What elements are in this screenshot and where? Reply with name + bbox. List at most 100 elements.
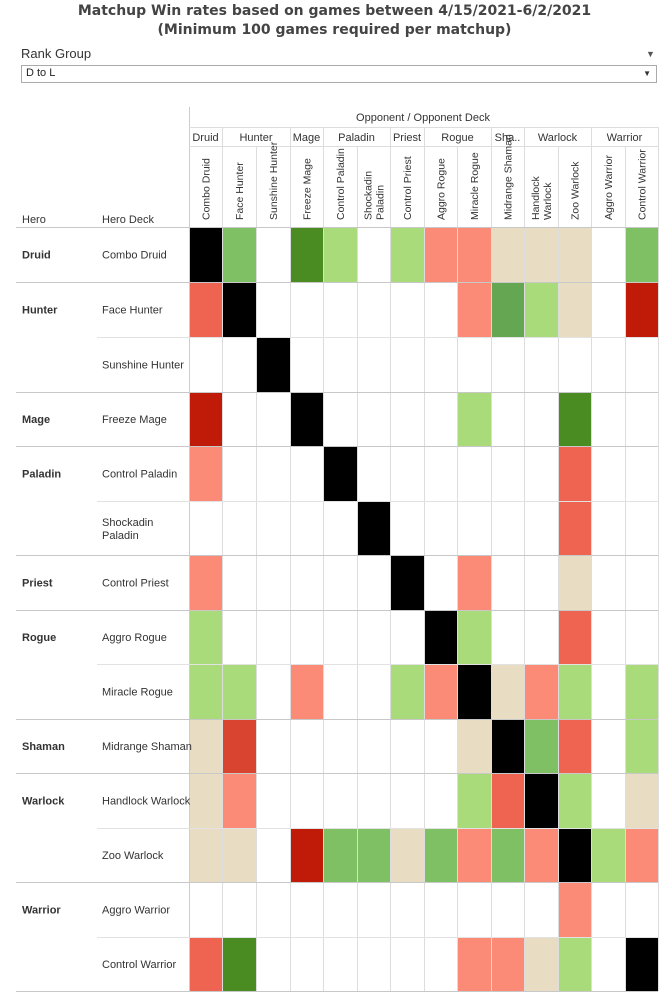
heatmap-cell [524, 828, 558, 882]
heatmap-cell [558, 282, 591, 337]
row-hero-label: Rogue [22, 632, 56, 644]
heatmap-cell [390, 664, 424, 719]
heatmap-cell [256, 337, 290, 392]
row-deck-label: Freeze Mage [102, 414, 167, 426]
row-deck-label: Control Priest [102, 578, 169, 590]
heatmap-cell [290, 664, 323, 719]
heatmap-cell [625, 937, 658, 991]
column-deck-label: Freeze Mage [302, 158, 314, 220]
heatmap-cell [424, 664, 457, 719]
row-hero-label: Warrior [22, 905, 61, 917]
rank-group-select[interactable]: D to L ▼ [21, 65, 657, 83]
heatmap-cell [457, 282, 491, 337]
heatmap-cell [189, 227, 222, 282]
row-deck-label: Handlock Warlock [102, 796, 191, 808]
row-hero-label: Hunter [22, 305, 58, 317]
row-deck-label: Midrange Shaman [102, 741, 192, 753]
heatmap-cell [491, 828, 524, 882]
heatmap-cell [424, 610, 457, 664]
row-deck-label: Miracle Rogue [102, 687, 173, 699]
row-deck-label: Paladin [102, 530, 139, 542]
row-hero-label: Druid [22, 250, 51, 262]
column-group-label: Druid [192, 132, 218, 144]
heatmap-cell [558, 227, 591, 282]
heatmap-cell [524, 773, 558, 828]
row-deck-label: Control Warrior [102, 959, 176, 971]
heatmap-cell [390, 828, 424, 882]
heatmap-cell [457, 227, 491, 282]
heatmap-cell [625, 282, 658, 337]
column-deck-label: Handlock [530, 175, 542, 220]
heatmap-cell [457, 773, 491, 828]
column-deck-label: Warlock [542, 182, 554, 220]
heatmap-cell [189, 555, 222, 610]
heatmap-cell [591, 828, 625, 882]
heatmap-cell [189, 392, 222, 446]
heatmap-cell [457, 392, 491, 446]
row-deck-label: Aggro Warrior [102, 905, 170, 917]
heatmap-cell [524, 719, 558, 773]
heatmap-cell [491, 937, 524, 991]
heatmap-cell [290, 392, 323, 446]
row-header-hero: Hero [22, 214, 46, 226]
row-hero-label: Paladin [22, 469, 61, 481]
heatmap-cell [424, 227, 457, 282]
column-group-label: Hunter [239, 132, 272, 144]
heatmap-cell [558, 555, 591, 610]
column-group-label: Warrior [607, 132, 643, 144]
heatmap-cell [457, 555, 491, 610]
heatmap-cell [558, 773, 591, 828]
column-deck-label: Midrange Shaman [503, 134, 515, 220]
heatmap-cell [457, 937, 491, 991]
column-deck-label: Combo Druid [201, 158, 213, 220]
heatmap-cell [390, 555, 424, 610]
heatmap-cell [189, 610, 222, 664]
column-deck-label: Paladin [375, 185, 387, 220]
heatmap-cell [491, 227, 524, 282]
heatmap-cell [222, 937, 256, 991]
row-hero-label: Warlock [22, 796, 65, 808]
heatmap-cell [189, 446, 222, 501]
heatmap-cell [524, 664, 558, 719]
heatmap-cell [558, 828, 591, 882]
row-deck-label: Zoo Warlock [102, 850, 164, 862]
heatmap-cell [457, 610, 491, 664]
heatmap-cell [491, 719, 524, 773]
column-deck-label: Sunshine Hunter [268, 141, 280, 220]
heatmap-cell [357, 828, 390, 882]
row-hero-label: Shaman [22, 741, 65, 753]
heatmap-cell [625, 719, 658, 773]
heatmap-cell [189, 664, 222, 719]
column-group-label: Mage [293, 132, 321, 144]
heatmap-cell [424, 828, 457, 882]
heatmap-cell [357, 501, 390, 555]
heatmap-cell [524, 937, 558, 991]
column-deck-label: Control Paladin [335, 148, 347, 220]
rank-group-value: D to L [26, 67, 56, 79]
heatmap-cell [323, 227, 357, 282]
heatmap-cell [558, 664, 591, 719]
column-deck-label: Face Hunter [234, 162, 246, 220]
heatmap-cell [323, 828, 357, 882]
heatmap-cell [491, 282, 524, 337]
column-deck-label: Shockadin [363, 171, 375, 220]
column-deck-label: Aggro Rogue [436, 158, 448, 220]
chevron-down-icon: ▼ [643, 69, 651, 78]
heatmap-cell [524, 227, 558, 282]
heatmap-cell [323, 446, 357, 501]
column-group-label: Paladin [338, 132, 375, 144]
heatmap-cell [558, 446, 591, 501]
column-deck-label: Control Warrior [637, 149, 649, 220]
row-header-deck: Hero Deck [102, 214, 154, 226]
row-deck-label: Combo Druid [102, 250, 167, 262]
row-deck-label: Sunshine Hunter [102, 360, 184, 372]
heatmap-cell [222, 828, 256, 882]
column-deck-label: Zoo Warlock [570, 161, 582, 220]
filter-menu-icon[interactable]: ▼ [646, 49, 655, 59]
chart-subtitle: (Minimum 100 games required per matchup) [157, 22, 512, 38]
column-deck-label: Control Priest [402, 156, 414, 220]
row-hero-label: Mage [22, 414, 50, 426]
heatmap-cell [189, 773, 222, 828]
column-deck-label: Miracle Rogue [469, 152, 481, 220]
heatmap-cell [290, 828, 323, 882]
